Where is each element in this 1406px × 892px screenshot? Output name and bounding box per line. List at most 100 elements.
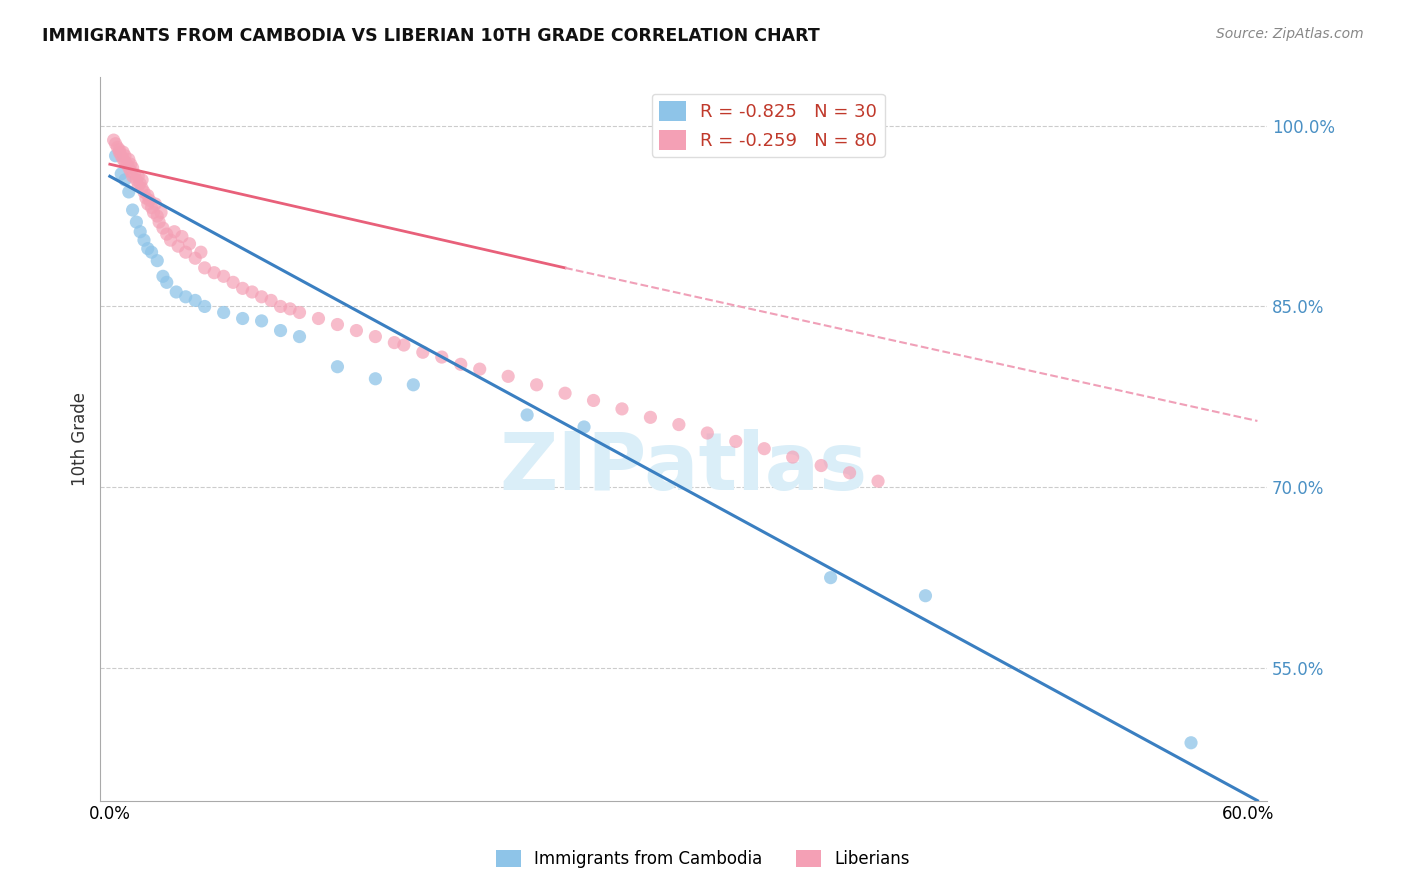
Point: [250, 314, 273, 328]
Point: [696, 425, 718, 440]
Point: [141, 201, 163, 215]
Point: [288, 305, 311, 319]
Point: [143, 197, 166, 211]
Point: [194, 300, 217, 314]
Point: [112, 153, 135, 167]
Point: [138, 194, 160, 208]
Point: [212, 305, 235, 319]
Point: [222, 276, 245, 290]
Point: [516, 408, 538, 422]
Point: [526, 377, 548, 392]
Point: [104, 136, 127, 151]
Point: [125, 215, 148, 229]
Point: [131, 173, 153, 187]
Point: [132, 185, 155, 199]
Point: [346, 324, 368, 338]
Point: [782, 450, 804, 464]
Point: [152, 269, 174, 284]
Point: [156, 227, 179, 241]
Point: [125, 173, 148, 187]
Point: [129, 225, 152, 239]
Point: [107, 140, 129, 154]
Point: [270, 324, 292, 338]
Point: [184, 252, 207, 266]
Point: [412, 345, 434, 359]
Point: [118, 161, 141, 175]
Point: [103, 133, 125, 147]
Point: [392, 338, 415, 352]
Point: [127, 178, 149, 193]
Point: [288, 329, 311, 343]
Point: [278, 301, 301, 316]
Point: [163, 225, 186, 239]
Point: [118, 153, 141, 167]
Point: [250, 290, 273, 304]
Point: [554, 386, 576, 401]
Point: [131, 181, 153, 195]
Point: [868, 474, 890, 488]
Point: [120, 164, 142, 178]
Point: [135, 191, 157, 205]
Point: [120, 157, 142, 171]
Point: [136, 242, 159, 256]
Point: [127, 169, 149, 184]
Point: [146, 209, 169, 223]
Point: [121, 169, 143, 184]
Point: [382, 335, 405, 350]
Point: [240, 285, 263, 299]
Point: [820, 571, 842, 585]
Point: [194, 260, 217, 275]
Point: [364, 329, 387, 343]
Point: [610, 401, 633, 416]
Point: [232, 281, 254, 295]
Point: [170, 229, 193, 244]
Point: [364, 372, 387, 386]
Point: [165, 285, 187, 299]
Point: [115, 157, 138, 171]
Point: [174, 245, 197, 260]
Point: [190, 245, 212, 260]
Point: [159, 233, 181, 247]
Point: [640, 410, 662, 425]
Legend: R = -0.825   N = 30, R = -0.259   N = 80: R = -0.825 N = 30, R = -0.259 N = 80: [652, 94, 884, 157]
Point: [110, 149, 132, 163]
Point: [212, 269, 235, 284]
Point: [496, 369, 519, 384]
Point: [110, 167, 132, 181]
Point: [132, 233, 155, 247]
Point: [124, 167, 146, 181]
Point: [174, 290, 197, 304]
Legend: Immigrants from Cambodia, Liberians: Immigrants from Cambodia, Liberians: [489, 843, 917, 875]
Point: [114, 149, 136, 163]
Point: [308, 311, 330, 326]
Point: [152, 221, 174, 235]
Point: [167, 239, 190, 253]
Point: [326, 359, 349, 374]
Point: [156, 276, 179, 290]
Point: [129, 177, 152, 191]
Point: [114, 173, 136, 187]
Point: [430, 350, 453, 364]
Point: [121, 161, 143, 175]
Point: [108, 145, 131, 160]
Point: [810, 458, 832, 473]
Point: [260, 293, 283, 308]
Point: [112, 145, 135, 160]
Text: IMMIGRANTS FROM CAMBODIA VS LIBERIAN 10TH GRADE CORRELATION CHART: IMMIGRANTS FROM CAMBODIA VS LIBERIAN 10T…: [42, 27, 820, 45]
Point: [118, 185, 141, 199]
Point: [572, 420, 595, 434]
Point: [468, 362, 491, 376]
Point: [184, 293, 207, 308]
Point: [402, 377, 425, 392]
Point: [179, 236, 201, 251]
Point: [146, 253, 169, 268]
Point: [754, 442, 776, 456]
Point: [104, 149, 127, 163]
Point: [450, 357, 472, 371]
Point: [150, 205, 173, 219]
Point: [148, 215, 170, 229]
Point: [121, 202, 143, 217]
Y-axis label: 10th Grade: 10th Grade: [72, 392, 89, 486]
Point: [114, 154, 136, 169]
Point: [668, 417, 690, 432]
